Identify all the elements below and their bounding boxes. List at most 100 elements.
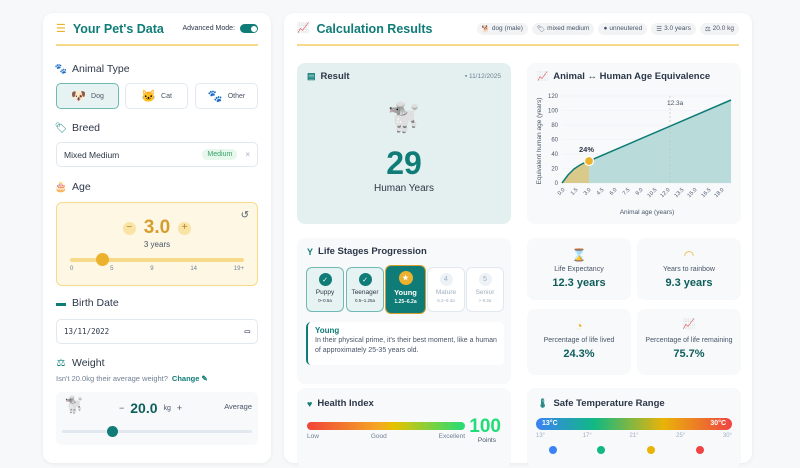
dog-icon: 🐶: [71, 89, 87, 103]
svg-text:12.0: 12.0: [660, 187, 672, 199]
stage-teenager[interactable]: ✓ Teenager 0.5–1.25a: [346, 267, 384, 312]
chip-label: 20.0 kg: [712, 25, 734, 32]
change-weight-link[interactable]: Change ✎: [171, 374, 208, 383]
card-label: Life Stages Progression: [318, 246, 427, 257]
age-section: 🎂 Age: [55, 181, 91, 193]
chip-sex: 🐕 dog (male): [476, 22, 528, 35]
breed-value: Mixed Medium: [64, 149, 120, 160]
tick: 5: [110, 266, 114, 272]
svg-text:12.3a: 12.3a: [667, 100, 684, 107]
chip-weight: ⚖ 20.0 kg: [699, 22, 739, 35]
panel-title: Your Pet's Data: [72, 21, 164, 36]
section-label: Age: [72, 181, 91, 193]
age-slider-thumb[interactable]: [96, 253, 109, 266]
human-years-label: Human Years: [373, 183, 435, 194]
svg-text:40: 40: [551, 152, 558, 158]
human-years-value: 29: [386, 145, 422, 181]
rainbow-icon: ◠: [683, 248, 695, 262]
scale-label: Excellent: [438, 433, 465, 440]
stage-range: 1.25–6.2a: [394, 299, 417, 305]
stage-name: Senior: [475, 289, 495, 296]
comfort-dot: [597, 446, 605, 454]
stage-puppy[interactable]: ✓ Puppy 0–0.5a: [306, 267, 344, 312]
stat-value: 12.3 years: [552, 277, 606, 289]
weight-slider[interactable]: [62, 430, 252, 433]
weight-slider-thumb[interactable]: [107, 426, 118, 437]
chip-age: ☰ 3.0 years: [651, 22, 696, 35]
animal-option-dog[interactable]: 🐶 Dog: [56, 83, 119, 109]
section-label: Breed: [72, 122, 101, 134]
stage-desc-title: Young: [315, 326, 340, 335]
weight-value: 20.0: [130, 400, 158, 416]
stage-senior[interactable]: 5 Senior > 9.3a: [466, 267, 504, 312]
size-badge: Medium: [202, 149, 238, 160]
weight-unit: kg: [163, 404, 171, 412]
stage-young[interactable]: ★ Young 1.25–6.2a: [385, 265, 426, 314]
svg-text:24%: 24%: [579, 145, 594, 154]
temperature-title: 🌡 Safe Temperature Range: [537, 398, 665, 409]
warm-dot: [647, 446, 655, 454]
summary-chips: 🐕 dog (male) 🏷 mixed medium ● unneutered ☰ 3…: [473, 22, 739, 35]
weight-decrement-button[interactable]: −: [119, 403, 125, 413]
svg-text:13.5: 13.5: [674, 187, 686, 199]
clear-breed-button[interactable]: ×: [245, 150, 250, 159]
result-date: ▪ 11/12/2025: [464, 73, 501, 80]
stage-mature[interactable]: 4 Mature 6.2–9.3a: [427, 267, 465, 312]
animal-option-cat[interactable]: 🐱 Cat: [125, 83, 188, 109]
calendar-picker-icon[interactable]: ▭: [244, 326, 250, 337]
sprout-icon: Y: [307, 246, 314, 257]
stat-label: Years to rainbow: [663, 266, 715, 273]
svg-text:100: 100: [548, 109, 559, 115]
birth-date-section: ▬ Birth Date: [56, 297, 119, 309]
svg-text:3.0: 3.0: [583, 187, 593, 197]
svg-text:Equivalent human age (years): Equivalent human age (years): [536, 98, 543, 185]
step-number: 4: [439, 273, 453, 286]
sliders-icon: ☰: [56, 23, 66, 35]
weight-status: Average: [224, 402, 252, 411]
weight-increment-button[interactable]: +: [176, 403, 183, 413]
birth-date-value: 13/11/2022: [64, 327, 110, 336]
advanced-mode-toggle[interactable]: [240, 24, 258, 33]
svg-text:18.0: 18.0: [714, 187, 726, 199]
stage-desc-text: In their physical prime, it's their best…: [315, 337, 497, 354]
stage-name: Puppy: [315, 289, 335, 296]
card-label: Animal ↔ Human Age Equivalence: [553, 71, 711, 82]
svg-text:80: 80: [551, 123, 558, 129]
section-label: Birth Date: [72, 297, 119, 309]
temperature-card: 🌡 Safe Temperature Range 13°C 30°C 13° 1…: [527, 388, 741, 468]
cold-dot: [549, 446, 557, 454]
option-label: Dog: [91, 92, 104, 100]
paw-icon: 🐾: [54, 63, 68, 75]
hourglass-icon: ⌛: [571, 248, 587, 262]
reset-age-button[interactable]: ↺: [240, 210, 249, 221]
tag-icon: 🏷: [536, 25, 546, 33]
animal-option-other[interactable]: 🐾 Other: [195, 83, 258, 109]
stage-range: 6.2–9.3a: [437, 298, 455, 303]
age-increment-button[interactable]: +: [178, 221, 192, 235]
health-title: ♥ Health Index: [307, 398, 374, 409]
check-icon: ✓: [318, 273, 332, 286]
stat-value: 24.3%: [563, 348, 595, 360]
poodle-icon: 🐩: [386, 102, 422, 133]
age-value: 3.0: [143, 217, 171, 238]
svg-text:120: 120: [548, 94, 559, 100]
tick: 9: [150, 266, 154, 272]
birth-date-input[interactable]: 13/11/2022 ▭: [56, 319, 258, 344]
tag-icon: 🏷: [54, 122, 68, 134]
svg-text:4.5: 4.5: [596, 187, 606, 197]
age-slider[interactable]: [70, 258, 244, 262]
calendar-icon: ▬: [56, 297, 66, 309]
section-label: Animal Type: [72, 63, 130, 75]
age-decrement-button[interactable]: −: [122, 221, 136, 235]
neuter-icon: ●: [603, 25, 608, 32]
stat-value: 75.7%: [673, 348, 705, 360]
age-control: ↺ − 3.0 + 3 years 0 5 9 14 19+: [56, 202, 258, 286]
change-label: Change: [171, 374, 200, 383]
temperature-bar: 13°C 30°C: [536, 418, 732, 430]
tick: 30°: [722, 433, 732, 439]
svg-text:7.5: 7.5: [622, 187, 632, 197]
poodle-icon: 🐩: [64, 397, 84, 414]
breed-select[interactable]: Mixed Medium Medium ×: [56, 142, 258, 167]
chart-title: 📈 Animal ↔ Human Age Equivalence: [537, 71, 710, 82]
age-caption: 3 years: [143, 240, 171, 249]
